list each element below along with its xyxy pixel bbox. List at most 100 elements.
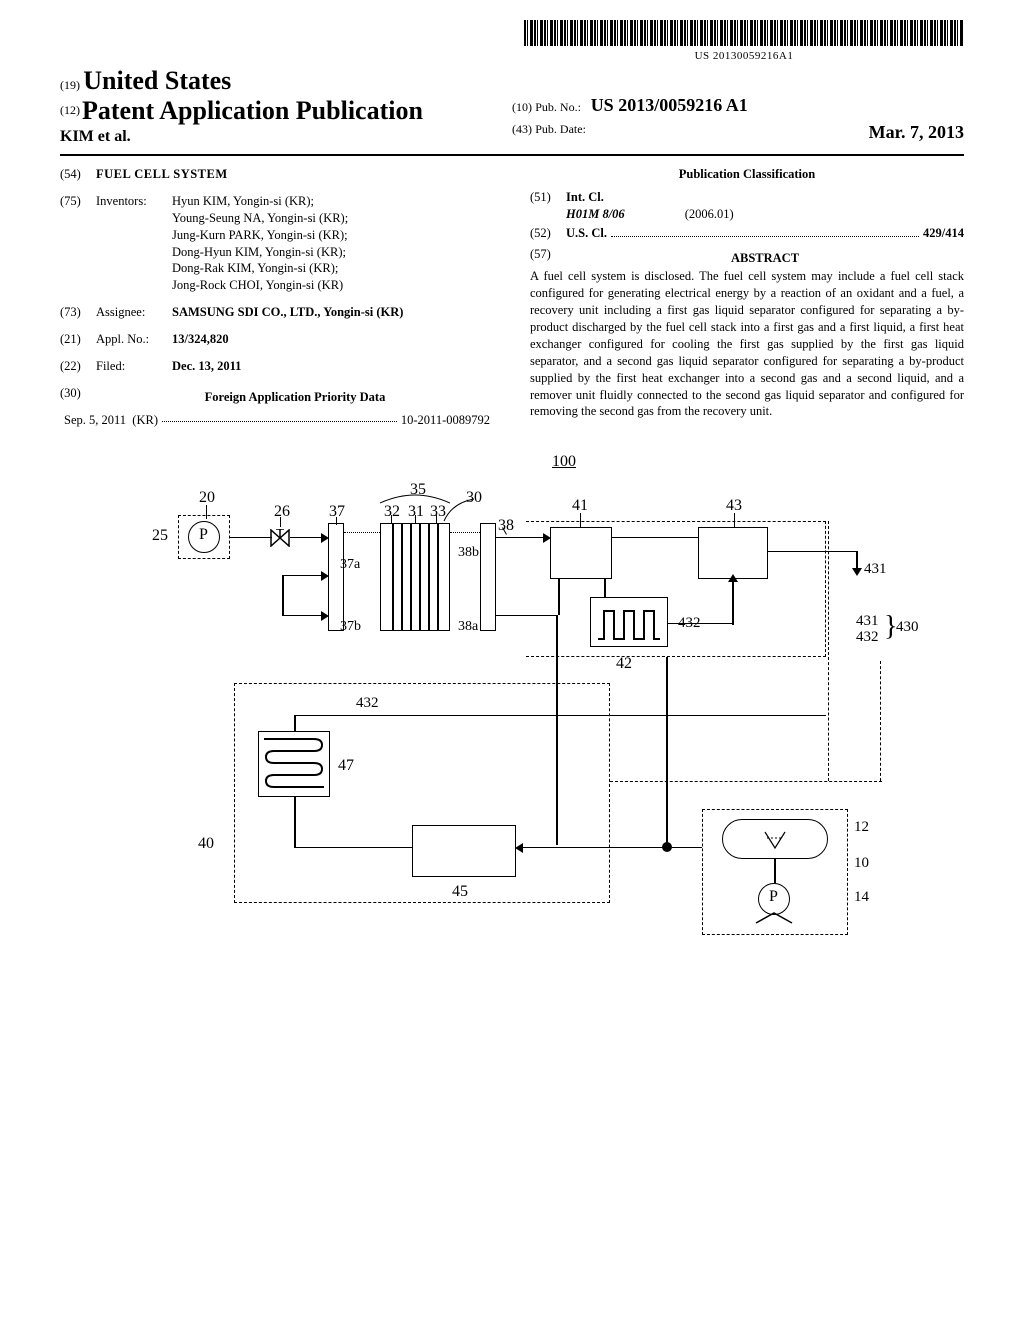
line-37a	[282, 575, 322, 577]
invention-title: FUEL CELL SYSTEM	[96, 166, 228, 183]
applno-field: (21) Appl. No.: 13/324,820	[60, 331, 494, 348]
line-41-42a	[558, 579, 560, 615]
line-41-42b	[604, 579, 606, 599]
leader-43	[734, 513, 735, 527]
line-431-down	[856, 551, 858, 569]
line-47-down	[294, 797, 296, 847]
header: (19) United States (12)Patent Applicatio…	[60, 66, 964, 146]
lbl-432c: 432	[356, 695, 379, 712]
code-30: (30)	[60, 385, 96, 412]
filed-label: Filed:	[96, 358, 172, 375]
line-47-top-h	[294, 715, 330, 717]
intcl-field: (51) Int. Cl.	[530, 189, 964, 206]
publication-type: Patent Application Publication	[82, 96, 423, 125]
lbl-32: 32	[384, 503, 400, 521]
body-columns: (54) FUEL CELL SYSTEM (75) Inventors: Hy…	[60, 166, 964, 429]
line-43-431	[768, 551, 858, 553]
assignee-field: (73) Assignee: SAMSUNG SDI CO., LTD., Yo…	[60, 304, 494, 321]
header-right: (10) Pub. No.: US 2013/0059216 A1 (43) P…	[512, 92, 964, 146]
right-column: Publication Classification (51) Int. Cl.…	[530, 166, 964, 429]
stack-30	[380, 523, 450, 631]
right-dash	[828, 521, 882, 781]
abstract-header-row: (57) ABSTRACT	[530, 246, 964, 267]
code-22: (22)	[60, 358, 96, 375]
lbl-432b: 432	[856, 629, 879, 646]
priority-date: Sep. 5, 2011	[64, 412, 126, 429]
dash-bottom-conn	[610, 781, 882, 782]
code-12: (12)	[60, 103, 80, 117]
leader-20	[206, 505, 207, 519]
pub-number: US 2013/0059216 A1	[591, 95, 748, 115]
lbl-26: 26	[274, 503, 290, 521]
intcl: H01M 8/06	[566, 206, 625, 223]
priority-country: (KR)	[132, 412, 158, 429]
line-node-10	[672, 847, 702, 849]
inventor: Dong-Hyun KIM, Yongin-si (KR);	[172, 244, 494, 261]
lbl-40: 40	[198, 835, 214, 853]
applno-label: Appl. No.:	[96, 331, 172, 348]
leader-37	[336, 517, 337, 525]
curved-30	[442, 497, 478, 525]
fig-ref: 100	[552, 453, 576, 471]
line-37b	[282, 615, 322, 617]
line-node-up	[666, 657, 668, 847]
box-41	[550, 527, 612, 579]
title-field: (54) FUEL CELL SYSTEM	[60, 166, 494, 183]
lbl-20: 20	[199, 489, 215, 507]
intcl-value-row: H01M 8/06 (2006.01)	[530, 206, 964, 223]
priority-section: (30) Foreign Application Priority Data S…	[60, 385, 494, 429]
lbl-42: 42	[616, 655, 632, 673]
appl-number: 13/324,820	[172, 331, 494, 348]
code-19: (19)	[60, 78, 80, 92]
line-20-26	[230, 537, 272, 539]
line-38b-41	[496, 537, 544, 539]
inventor: Young-Seung NA, Yongin-si (KR);	[172, 210, 494, 227]
lbl-431: 431	[864, 561, 887, 578]
pubdate-label: Pub. Date:	[535, 122, 586, 136]
lbl-14: 14	[854, 889, 869, 906]
authors: KIM et al.	[60, 128, 494, 146]
intcl-label: Int. Cl.	[566, 189, 604, 206]
patent-page: US 20130059216A1 (19) United States (12)…	[0, 0, 1024, 1007]
code-10: (10)	[512, 100, 532, 114]
barcode	[524, 20, 964, 46]
intcl-date: (2006.01)	[685, 206, 734, 223]
code-21: (21)	[60, 331, 96, 348]
pump-20-p: P	[199, 526, 208, 544]
lbl-31: 31	[408, 503, 424, 521]
box-45	[412, 825, 516, 877]
pub-date: Mar. 7, 2013	[869, 119, 964, 146]
plate-37	[328, 523, 344, 631]
line-47-top	[330, 715, 826, 717]
assignee-label: Assignee:	[96, 304, 172, 321]
pump-base-icon	[754, 911, 794, 925]
lbl-38a: 38a	[458, 619, 478, 635]
lbl-432a: 432	[678, 615, 701, 632]
leader-26	[280, 517, 281, 527]
inventor: Jong-Rock CHOI, Yongin-si (KR)	[172, 277, 494, 294]
priority-row: Sep. 5, 2011 (KR) 10-2011-0089792	[60, 412, 494, 429]
inventors-label: Inventors:	[96, 193, 172, 294]
lbl-25: 25	[152, 527, 168, 545]
plate-38	[480, 523, 496, 631]
abstract: A fuel cell system is disclosed. The fue…	[530, 268, 964, 420]
coil-42-icon	[598, 603, 660, 643]
dotted-38	[450, 532, 480, 533]
line-26-37	[290, 537, 322, 539]
line-42-43	[732, 581, 734, 625]
lbl-38b: 38b	[458, 545, 479, 561]
abstract-header: ABSTRACT	[566, 250, 964, 267]
lbl-431b: 431	[856, 613, 879, 630]
code-51: (51)	[530, 189, 566, 206]
inventors-field: (75) Inventors: Hyun KIM, Yongin-si (KR)…	[60, 193, 494, 294]
lbl-45: 45	[452, 883, 468, 901]
line-37ab-v	[282, 575, 284, 615]
classification-header: Publication Classification	[530, 166, 964, 183]
valve-26-icon	[270, 529, 290, 547]
uscl-dots	[611, 227, 919, 237]
code-75: (75)	[60, 193, 96, 294]
lbl-37a: 37a	[340, 557, 360, 573]
priority-number: 10-2011-0089792	[401, 412, 490, 429]
dotted-37	[344, 532, 380, 533]
uscl-field: (52) U.S. Cl. 429/414	[530, 225, 964, 242]
